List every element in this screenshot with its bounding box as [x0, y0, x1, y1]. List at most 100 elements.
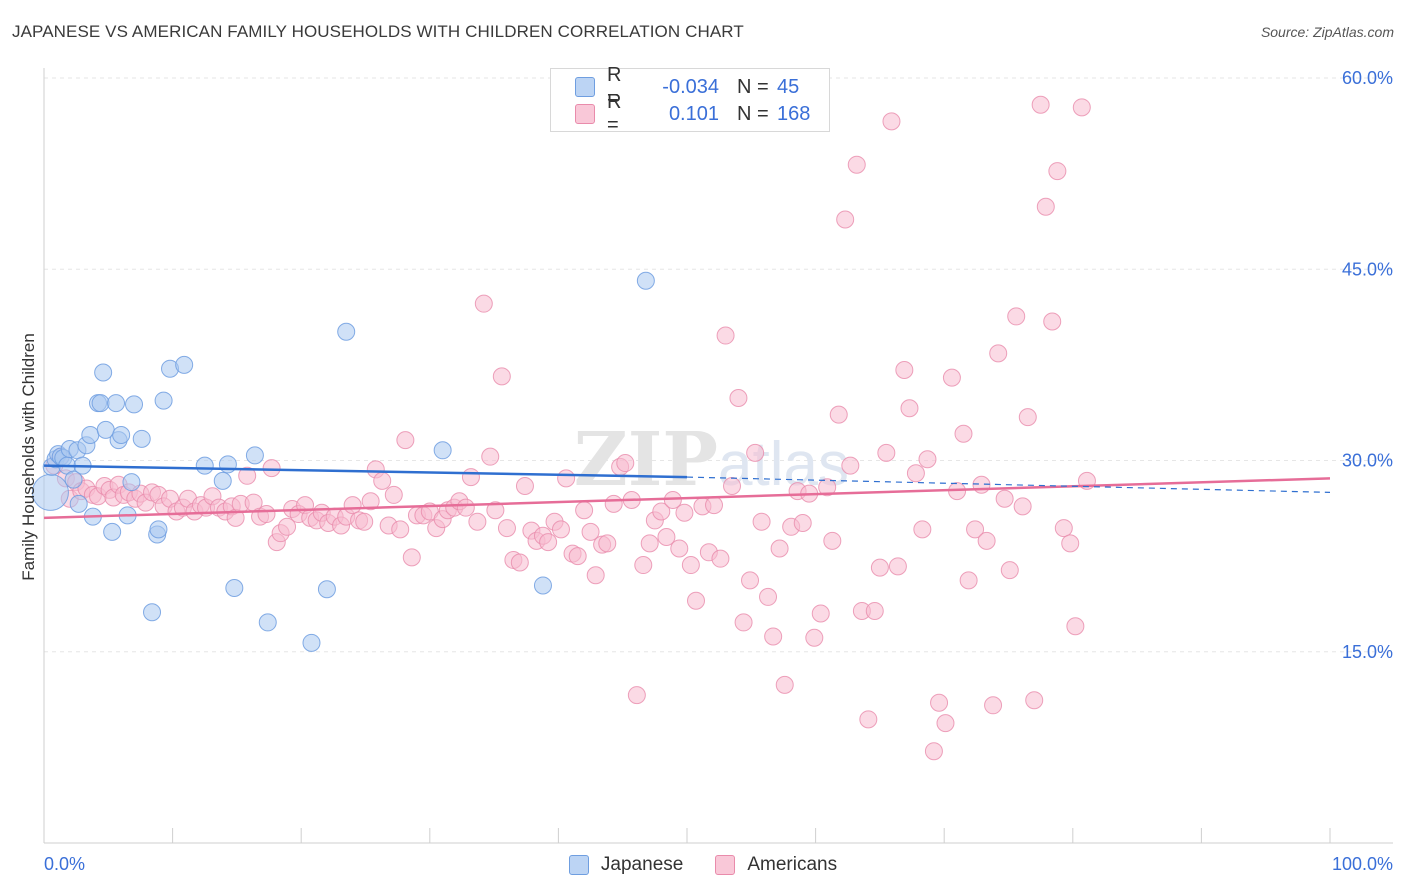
americans-point [474, 294, 493, 313]
series-label-japanese: Japanese [600, 854, 684, 875]
americans-point [1000, 561, 1019, 580]
americans-point [793, 513, 812, 532]
americans-point [752, 512, 771, 531]
legend-n-label: N = [737, 75, 769, 98]
series-legend-americans[interactable]: Americans [715, 854, 837, 876]
series-label-americans: Americans [747, 854, 838, 875]
series-legend: Japanese Americans [0, 852, 1406, 878]
legend-swatch-americans [575, 104, 595, 124]
americans-point [859, 710, 878, 729]
americans-point [924, 742, 943, 761]
americans-point [729, 389, 748, 408]
americans-point [930, 693, 949, 712]
legend-row-americans: R = 0.101 N = 168 [575, 91, 821, 136]
americans-point [1013, 497, 1032, 516]
americans-point [539, 533, 558, 552]
americans-point [775, 675, 794, 694]
legend-n-value-americans: 168 [777, 102, 811, 125]
americans-point [391, 520, 410, 539]
japanese-point [143, 603, 162, 622]
americans-point [847, 155, 866, 174]
americans-point [634, 556, 653, 575]
americans-point [657, 528, 676, 546]
correlation-legend: R = -0.034 N = 45 R = 0.101 N = 168 [550, 64, 830, 136]
japanese-point [94, 363, 113, 382]
americans-point [510, 553, 529, 572]
americans-point [954, 424, 973, 443]
japanese-point [225, 579, 244, 597]
americans-point [1025, 691, 1044, 710]
legend-n-label: N = [737, 102, 769, 125]
japanese-point [132, 429, 151, 448]
americans-point [652, 502, 671, 521]
americans-point [764, 627, 783, 646]
americans-point [716, 326, 735, 345]
japanese-point [125, 395, 144, 414]
americans-point [468, 512, 487, 531]
japanese-point [103, 522, 122, 541]
americans-points [45, 95, 1096, 761]
americans-point [734, 613, 753, 632]
americans-point [361, 492, 380, 511]
japanese-point [433, 441, 452, 460]
y-axis-title: Family Households with Children [19, 333, 38, 581]
japanese-point [175, 355, 194, 374]
americans-point [723, 477, 742, 495]
americans-point [681, 556, 700, 575]
legend-r-value-japanese: -0.034 [662, 75, 719, 98]
americans-trend-line [43, 477, 1331, 520]
y-tick-label: 45.0% [1342, 259, 1393, 279]
trend-lines [43, 464, 1331, 520]
americans-point [900, 399, 919, 418]
japanese-trend-extension [686, 476, 1331, 493]
americans-point [1036, 197, 1055, 216]
americans-point [888, 557, 907, 576]
americans-point [456, 498, 475, 517]
japanese-point [195, 456, 214, 475]
japanese-point [258, 613, 277, 632]
americans-point [1018, 408, 1037, 427]
y-tick-label: 30.0% [1342, 451, 1393, 471]
americans-point [481, 447, 500, 466]
legend-r-label: R = [607, 91, 622, 136]
americans-point [984, 696, 1003, 715]
japanese-point [149, 520, 168, 539]
americans-point [640, 534, 659, 553]
japanese-point [337, 322, 356, 341]
legend-swatch-japanese [575, 77, 595, 97]
series-swatch-americans [715, 855, 736, 875]
source-label: Source: ZipAtlas.com [1260, 24, 1394, 40]
series-legend-japanese[interactable]: Japanese [568, 854, 684, 876]
americans-point [262, 459, 281, 478]
japanese-point [154, 391, 173, 410]
americans-point [823, 531, 842, 550]
japanese-point [636, 271, 655, 290]
americans-point [497, 519, 516, 538]
axes [43, 68, 1393, 844]
americans-point [568, 547, 587, 566]
americans-point [675, 503, 694, 522]
legend-row-japanese: R = -0.034 N = 45 [575, 64, 821, 109]
americans-point [836, 210, 855, 229]
americans-point [770, 539, 789, 558]
japanese-point [112, 426, 131, 444]
japanese-point [213, 471, 232, 490]
americans-point [829, 405, 848, 424]
americans-point [486, 501, 505, 520]
americans-point [355, 512, 374, 531]
americans-point [811, 604, 830, 623]
americans-point [278, 517, 297, 536]
americans-point [805, 628, 824, 647]
americans-point [461, 468, 480, 487]
americans-point [373, 471, 392, 490]
legend-r-value-americans: 0.101 [668, 102, 719, 125]
japanese-point [69, 494, 88, 513]
americans-point [1007, 307, 1026, 326]
japanese-point [317, 580, 336, 599]
japanese-point [533, 576, 552, 595]
americans-point [1031, 95, 1050, 114]
americans-point [818, 478, 837, 497]
americans-point [1054, 519, 1073, 538]
americans-point [1066, 617, 1085, 636]
